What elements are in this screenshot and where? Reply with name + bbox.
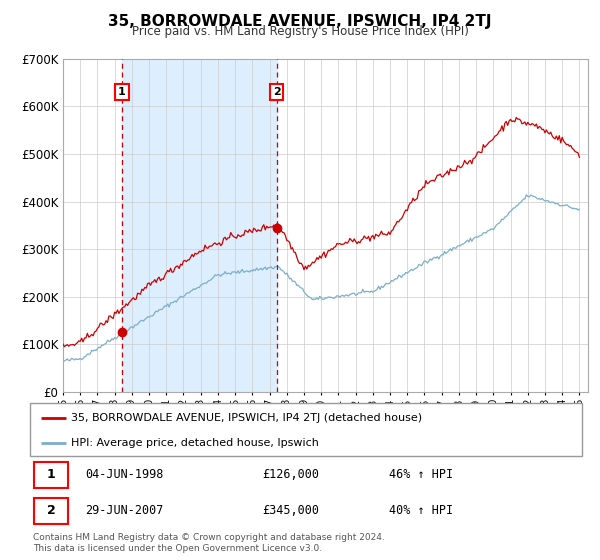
Text: 1: 1 bbox=[118, 87, 126, 97]
Text: 46% ↑ HPI: 46% ↑ HPI bbox=[389, 469, 453, 482]
Text: 2: 2 bbox=[273, 87, 281, 97]
Text: 40% ↑ HPI: 40% ↑ HPI bbox=[389, 505, 453, 517]
Text: 29-JUN-2007: 29-JUN-2007 bbox=[85, 505, 164, 517]
Text: Contains HM Land Registry data © Crown copyright and database right 2024.
This d: Contains HM Land Registry data © Crown c… bbox=[33, 533, 385, 553]
Text: Price paid vs. HM Land Registry's House Price Index (HPI): Price paid vs. HM Land Registry's House … bbox=[131, 25, 469, 38]
Text: HPI: Average price, detached house, Ipswich: HPI: Average price, detached house, Ipsw… bbox=[71, 438, 319, 448]
Text: 04-JUN-1998: 04-JUN-1998 bbox=[85, 469, 164, 482]
Text: 1: 1 bbox=[47, 469, 55, 482]
FancyBboxPatch shape bbox=[30, 403, 582, 456]
Bar bbox=[122, 59, 277, 392]
Text: £126,000: £126,000 bbox=[262, 469, 319, 482]
Text: 35, BORROWDALE AVENUE, IPSWICH, IP4 2TJ: 35, BORROWDALE AVENUE, IPSWICH, IP4 2TJ bbox=[108, 14, 492, 29]
FancyBboxPatch shape bbox=[34, 498, 68, 524]
Text: £345,000: £345,000 bbox=[262, 505, 319, 517]
Text: 35, BORROWDALE AVENUE, IPSWICH, IP4 2TJ (detached house): 35, BORROWDALE AVENUE, IPSWICH, IP4 2TJ … bbox=[71, 413, 422, 423]
FancyBboxPatch shape bbox=[34, 462, 68, 488]
Text: 2: 2 bbox=[47, 505, 55, 517]
